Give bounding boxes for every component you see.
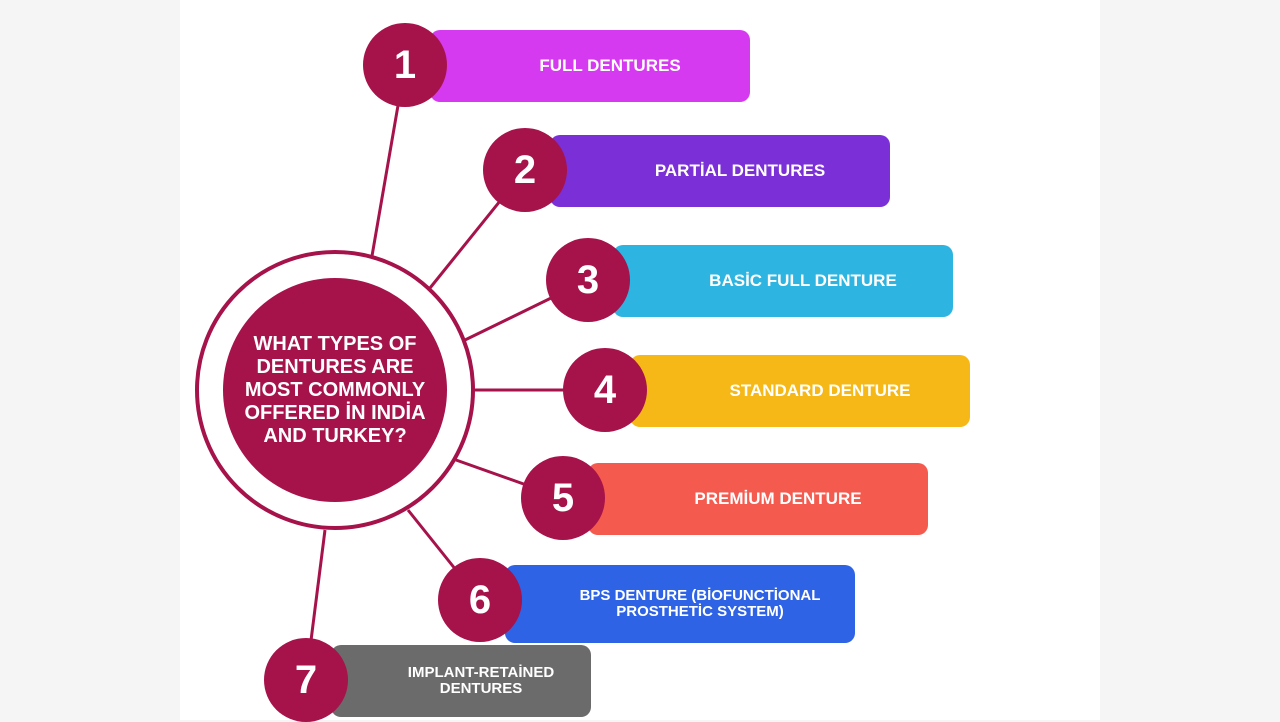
item-label: PREMİUM DENTURE: [694, 490, 861, 509]
item-bar-6: BPS DENTURE (BİOFUNCTİONAL PROSTHETİC SY…: [505, 565, 855, 643]
item-bar-7: IMPLANT-RETAİNED DENTURES: [331, 645, 591, 717]
item-number-circle-6: 6: [438, 558, 522, 642]
item-number: 2: [514, 148, 536, 193]
item-label: FULL DENTURES: [539, 57, 680, 76]
item-bar-4: STANDARD DENTURE: [630, 355, 970, 427]
item-bar-5: PREMİUM DENTURE: [588, 463, 928, 535]
hub-title: WHAT TYPES OF DENTURES ARE MOST COMMONLY…: [243, 333, 427, 448]
item-bar-3: BASİC FULL DENTURE: [613, 245, 953, 317]
item-label: IMPLANT-RETAİNED DENTURES: [391, 665, 571, 698]
item-bar-2: PARTİAL DENTURES: [550, 135, 890, 207]
item-label: PARTİAL DENTURES: [655, 162, 825, 181]
item-number: 5: [552, 476, 574, 521]
item-number-circle-4: 4: [563, 348, 647, 432]
item-number-circle-3: 3: [546, 238, 630, 322]
item-label: BPS DENTURE (BİOFUNCTİONAL PROSTHETİC SY…: [565, 588, 835, 621]
item-number: 1: [394, 43, 416, 88]
item-number-circle-1: 1: [363, 23, 447, 107]
item-number-circle-5: 5: [521, 456, 605, 540]
item-bar-1: FULL DENTURES: [430, 30, 750, 102]
item-number-circle-2: 2: [483, 128, 567, 212]
item-number: 6: [469, 578, 491, 623]
hub-circle: WHAT TYPES OF DENTURES ARE MOST COMMONLY…: [223, 278, 447, 502]
item-label: STANDARD DENTURE: [729, 382, 910, 401]
item-number-circle-7: 7: [264, 638, 348, 722]
item-number: 3: [577, 258, 599, 303]
item-number: 7: [295, 658, 317, 703]
item-number: 4: [594, 368, 616, 413]
item-label: BASİC FULL DENTURE: [709, 272, 897, 291]
